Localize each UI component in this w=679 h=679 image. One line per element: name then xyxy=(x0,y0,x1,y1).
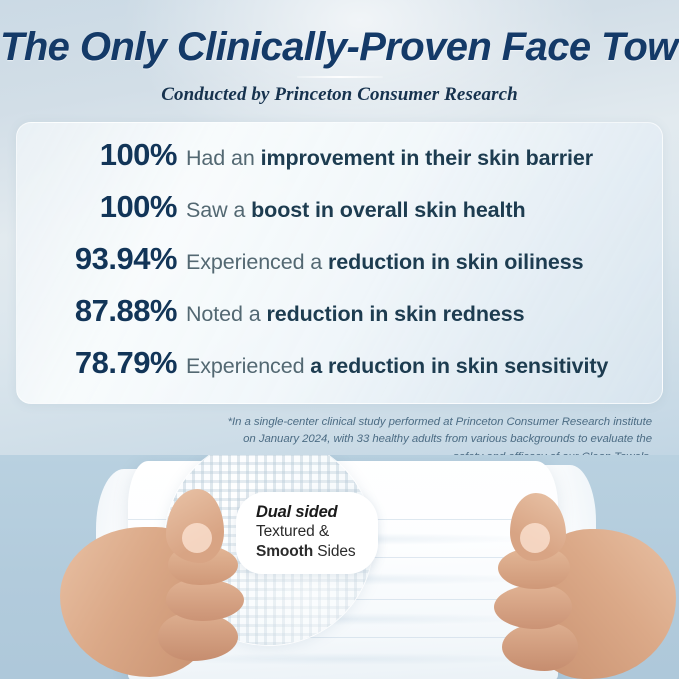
stat-label: Experienced a reduction in skin oiliness xyxy=(177,250,584,275)
stat-label: Saw a boost in overall skin health xyxy=(177,198,526,223)
stat-label: Noted a reduction in skin redness xyxy=(177,302,525,327)
dual-sided-callout: Dual sided Textured & Smooth Sides xyxy=(236,492,378,574)
stat-percent: 87.88% xyxy=(74,293,178,328)
stat-label-lead: Saw a xyxy=(186,198,252,222)
stat-row: 100% Had an improvement in their skin ba… xyxy=(17,137,662,189)
stat-percent: 100% xyxy=(99,137,178,172)
stat-row: 87.88% Noted a reduction in skin redness xyxy=(17,293,662,345)
stat-label-lead: Noted a xyxy=(186,302,267,326)
product-photo: Dual sided Textured & Smooth Sides xyxy=(0,455,679,679)
title-divider xyxy=(296,75,383,78)
callout-line-1: Textured & xyxy=(256,523,330,541)
right-thumb xyxy=(510,493,566,561)
stat-label-emphasis: reduction in skin oiliness xyxy=(328,250,584,274)
stats-card: 100% Had an improvement in their skin ba… xyxy=(16,122,663,404)
right-finger xyxy=(502,623,578,671)
left-finger xyxy=(158,613,238,661)
callout-line-2: Smooth Sides xyxy=(256,542,356,561)
stat-row: 100% Saw a boost in overall skin health xyxy=(17,189,662,241)
stat-label: Had an improvement in their skin barrier xyxy=(177,146,593,171)
stat-label-emphasis: a reduction in skin sensitivity xyxy=(310,354,609,378)
towel-texture-wave xyxy=(145,653,541,665)
stat-label-lead: Experienced a xyxy=(186,250,329,274)
stat-label-lead: Had an xyxy=(186,146,261,170)
stat-row: 93.94% Experienced a reduction in skin o… xyxy=(17,241,662,293)
callout-line-2-rest: Sides xyxy=(313,542,356,560)
stat-percent: 78.79% xyxy=(74,345,178,380)
page-subtitle: Conducted by Princeton Consumer Research xyxy=(161,83,518,105)
right-thumb-nail xyxy=(520,523,550,553)
stat-percent: 100% xyxy=(99,189,178,224)
stat-row: 78.79% Experienced a reduction in skin s… xyxy=(17,345,662,397)
left-finger xyxy=(166,579,244,621)
callout-title: Dual sided xyxy=(256,503,338,521)
stat-label-emphasis: boost in overall skin health xyxy=(251,198,526,222)
stat-label-emphasis: improvement in their skin barrier xyxy=(260,146,594,170)
stat-label-lead: Experienced xyxy=(186,354,311,378)
callout-line-2-bold: Smooth xyxy=(256,542,314,560)
stat-label: Experienced a reduction in skin sensitiv… xyxy=(177,354,608,379)
left-thumb-nail xyxy=(182,523,212,553)
header: The Only Clinically-Proven Face Towel Co… xyxy=(0,0,679,106)
right-hand xyxy=(494,489,679,679)
towel-fold-line xyxy=(128,637,558,638)
left-thumb xyxy=(166,489,224,563)
right-finger xyxy=(494,585,572,629)
stat-percent: 93.94% xyxy=(74,241,178,276)
stats-list: 100% Had an improvement in their skin ba… xyxy=(17,137,662,397)
page-title: The Only Clinically-Proven Face Towel xyxy=(0,25,679,69)
left-hand xyxy=(18,483,244,679)
stat-label-emphasis: reduction in skin redness xyxy=(266,302,525,326)
